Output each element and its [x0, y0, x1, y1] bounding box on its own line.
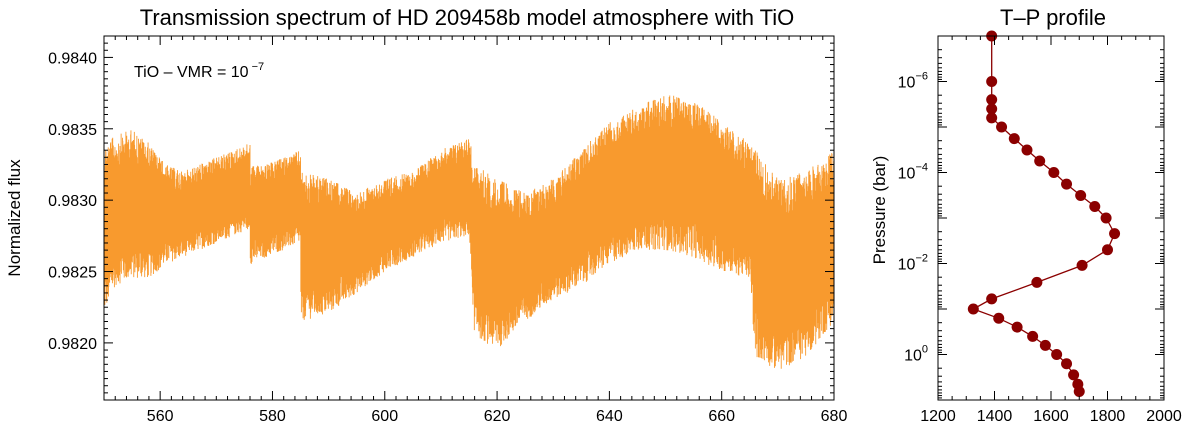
- tp-profile-point: [986, 94, 998, 106]
- tp-ytick-exp: 0: [922, 344, 928, 356]
- spectrum-chart: Transmission spectrum of HD 209458b mode…: [5, 5, 847, 425]
- tp-profile-point: [1027, 330, 1039, 342]
- tp-xtick-label: 2000: [1146, 408, 1182, 425]
- spectrum-band: [103, 95, 835, 369]
- tp-profile-point: [1021, 144, 1033, 156]
- tp-profile-point: [1011, 321, 1023, 333]
- spectrum-plot-area: [103, 95, 835, 369]
- tp-xtick-label: 1600: [1033, 408, 1069, 425]
- tp-profile-point: [986, 103, 998, 115]
- spectrum-xtick-label: 640: [596, 408, 623, 425]
- tp-ytick-label: 10−6: [898, 71, 928, 92]
- tp-profile-point: [1068, 369, 1080, 381]
- spectrum-frame: [103, 35, 835, 401]
- tp-ytick-base: 10: [898, 75, 916, 92]
- tp-profile-title: T–P profile: [1000, 5, 1106, 30]
- tp-profile-point: [1061, 178, 1073, 190]
- spectrum-ytick-label: 0.9825: [48, 265, 97, 282]
- tp-profile-point: [1075, 189, 1087, 201]
- tp-profile-point: [986, 293, 998, 305]
- tp-profile-point: [1061, 358, 1073, 370]
- tp-profile-frame: [937, 35, 1165, 401]
- tp-profile-point: [986, 76, 998, 87]
- spectrum-xtick-label: 560: [147, 408, 174, 425]
- tp-ytick-base: 10: [898, 166, 916, 183]
- tp-profile-ylabel: Pressure (bar): [870, 156, 889, 265]
- tp-ytick-exp: −6: [915, 71, 928, 83]
- spectrum-ytick-label: 0.9835: [48, 122, 97, 139]
- tp-profile-chart: T–P profile 1200 1400 1600 1800 200010−610−4…: [870, 5, 1182, 425]
- spectrum-title: Transmission spectrum of HD 209458b mode…: [140, 5, 795, 30]
- spectrum-xtick-label: 600: [371, 408, 398, 425]
- spectrum-axes: 560 580 600 620 640 660 680 0.9820 0.9825 0.9830 0…: [48, 35, 848, 425]
- tp-profile-point: [1109, 228, 1121, 240]
- tp-profile-point: [1039, 339, 1051, 351]
- tp-profile-point: [1031, 276, 1043, 288]
- spectrum-xtick-label: 680: [821, 408, 848, 425]
- tp-profile-point: [1076, 259, 1088, 271]
- tp-profile-point: [1008, 133, 1020, 145]
- tp-ytick-label: 10−2: [898, 253, 928, 274]
- tp-ytick-label: 100: [904, 344, 928, 365]
- tp-profile-point: [1034, 155, 1046, 167]
- tp-ytick-base: 10: [904, 348, 922, 365]
- tio-vmr-annotation-exponent: −7: [252, 61, 265, 73]
- tp-xtick-label: 1200: [920, 408, 956, 425]
- tp-xtick-label: 1800: [1090, 408, 1126, 425]
- tp-profile-point: [1073, 385, 1085, 397]
- tp-profile-line: [971, 36, 1116, 392]
- tp-ytick-base: 10: [898, 257, 916, 274]
- tp-profile-point: [1100, 212, 1112, 224]
- tp-ytick-exp: −2: [915, 253, 928, 265]
- tp-profile-point: [996, 121, 1008, 133]
- tp-ytick-exp: −4: [915, 162, 928, 174]
- spectrum-ytick-label: 0.9830: [48, 193, 97, 210]
- spectrum-ytick-label: 0.9840: [48, 50, 97, 67]
- tio-vmr-annotation-base: TiO – VMR = 10: [134, 64, 249, 81]
- spectrum-xtick-label: 660: [708, 408, 735, 425]
- tp-profile-point: [1048, 167, 1060, 178]
- tp-profile-point: [1102, 244, 1113, 256]
- tp-profile-point: [1089, 201, 1101, 213]
- tp-profile-point: [1051, 349, 1063, 360]
- spectrum-ylabel: Normalized flux: [5, 159, 24, 277]
- tio-vmr-annotation: TiO – VMR = 10 −7: [134, 61, 264, 81]
- spectrum-xtick-label: 620: [484, 408, 511, 425]
- tp-profile-plot-area: [967, 30, 1121, 397]
- tp-profile-point: [993, 312, 1005, 324]
- spectrum-ytick-label: 0.9820: [48, 336, 97, 353]
- spectrum-xtick-label: 580: [259, 408, 286, 425]
- tp-profile-point: [967, 303, 979, 315]
- tp-ytick-label: 10−4: [898, 162, 928, 183]
- tp-profile-point: [986, 112, 998, 124]
- tp-xtick-label: 1400: [977, 408, 1013, 425]
